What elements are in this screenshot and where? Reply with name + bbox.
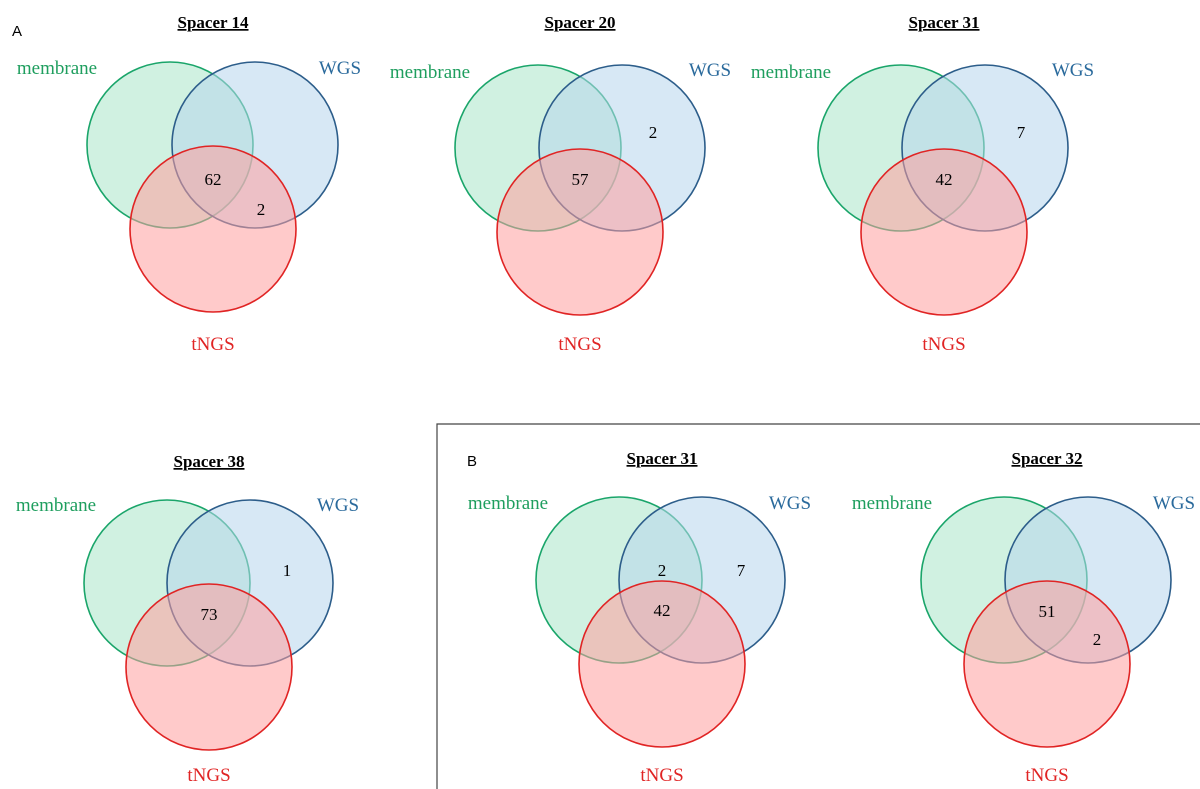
tngs-circle: [125, 583, 293, 751]
count-all-three: 62: [205, 170, 222, 189]
diagram-title: Spacer 31: [627, 449, 698, 468]
tngs-label: tNGS: [191, 334, 234, 355]
count-all-three: 73: [201, 605, 218, 624]
count-wgs-tngs: 2: [257, 200, 266, 219]
count-all-three: 51: [1039, 602, 1056, 621]
count-wgs-only: 7: [1017, 123, 1026, 142]
tngs-circle: [578, 580, 746, 748]
tngs-circle: [129, 145, 297, 313]
venn-diagram-spacer-14: Spacer 14 membrane WGS tNGS 62 2: [17, 13, 361, 355]
panel-b-frame: [436, 423, 1200, 789]
wgs-label: WGS: [319, 58, 361, 79]
diagram-title: Spacer 14: [178, 13, 249, 32]
venn-diagram-spacer-38: Spacer 38 membrane WGS 1 73 tNGS: [16, 452, 359, 786]
tngs-circle: [496, 148, 664, 316]
count-wgs-tngs: 2: [1093, 630, 1102, 649]
membrane-label: membrane: [468, 493, 548, 514]
membrane-label: membrane: [17, 58, 97, 79]
diagram-title: Spacer 31: [909, 13, 980, 32]
venn-diagram-spacer-20: Spacer 20 membrane WGS 2 57 tNGS: [390, 13, 731, 355]
tngs-label: tNGS: [1025, 765, 1068, 786]
venn-diagram-b-spacer-31: Spacer 31 membrane WGS 2 7 42 tNGS: [468, 449, 811, 786]
wgs-label: WGS: [317, 495, 359, 516]
tngs-label: tNGS: [922, 334, 965, 355]
count-wgs-only: 7: [737, 561, 746, 580]
count-all-three: 42: [654, 601, 671, 620]
venn-diagram-spacer-31: Spacer 31 membrane WGS 7 42 tNGS: [751, 13, 1094, 355]
venn-diagram-b-spacer-32: Spacer 32 membrane WGS 51 2 tNGS: [852, 449, 1195, 786]
wgs-label: WGS: [1052, 60, 1094, 81]
diagram-title: Spacer 20: [545, 13, 616, 32]
wgs-label: WGS: [689, 60, 731, 81]
wgs-label: WGS: [769, 493, 811, 514]
wgs-label: WGS: [1153, 493, 1195, 514]
count-all-three: 57: [572, 170, 590, 189]
count-membrane-wgs: 2: [658, 561, 667, 580]
membrane-label: membrane: [852, 493, 932, 514]
tngs-label: tNGS: [187, 765, 230, 786]
membrane-label: membrane: [390, 62, 470, 83]
panel-b-letter: B: [467, 453, 477, 470]
count-all-three: 42: [936, 170, 953, 189]
tngs-circle: [963, 580, 1131, 748]
membrane-label: membrane: [16, 495, 96, 516]
diagram-title: Spacer 32: [1012, 449, 1083, 468]
count-wgs-only: 1: [283, 561, 292, 580]
tngs-circle: [860, 148, 1028, 316]
count-wgs-only: 2: [649, 123, 658, 142]
tngs-label: tNGS: [558, 334, 601, 355]
panel-a-letter: A: [12, 23, 22, 40]
membrane-label: membrane: [751, 62, 831, 83]
diagram-title: Spacer 38: [174, 452, 245, 471]
tngs-label: tNGS: [640, 765, 683, 786]
